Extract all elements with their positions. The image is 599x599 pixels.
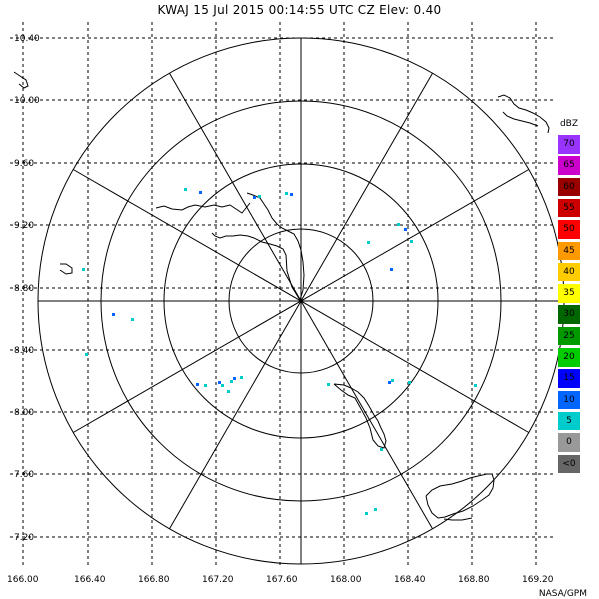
echo-14 [85, 353, 88, 356]
precipitation-echoes [82, 188, 477, 515]
echo-26 [408, 381, 411, 384]
azimuth-spokes [38, 38, 564, 564]
legend-swatch: 65 [558, 156, 580, 175]
echo-11 [82, 268, 85, 271]
lon-label: 168.80 [458, 575, 490, 585]
longitude-labels: 166.00 166.40 166.80 167.20 167.60 168.00 168.… [7, 575, 554, 585]
legend-swatch: 50 [558, 220, 580, 239]
northeast-atoll [497, 94, 550, 134]
lat-label: 9.60 [14, 159, 34, 169]
echo-4 [285, 192, 288, 195]
lon-label: 169.20 [522, 575, 554, 585]
legend-swatch: <0 [558, 454, 580, 473]
lon-label: 166.00 [7, 575, 39, 585]
legend-swatch: 25 [558, 326, 580, 346]
echo-10 [390, 268, 393, 271]
echo-7 [404, 228, 407, 231]
lon-label: 166.40 [74, 575, 106, 585]
lon-label: 167.20 [202, 575, 234, 585]
echo-13 [131, 318, 134, 321]
lat-label: 9.20 [14, 221, 34, 231]
northwest-island [13, 71, 29, 89]
echo-0 [184, 188, 187, 191]
legend-swatch: 20 [558, 348, 580, 367]
lon-label: 168.00 [330, 575, 362, 585]
azimuth-spoke-150 [169, 72, 433, 530]
echo-15 [196, 383, 199, 386]
echo-3 [258, 195, 261, 198]
legend-swatch: 35 [558, 284, 580, 303]
legend-swatch: 40 [558, 262, 580, 282]
echo-6 [397, 223, 400, 226]
latitude-labels: 10.40 10.00 9.60 9.20 8.80 8.40 8.00 7.60 7.20 [14, 34, 40, 543]
echo-24 [388, 381, 391, 384]
west-island [59, 263, 73, 275]
legend-swatch: 5 [558, 411, 580, 431]
echo-17 [218, 381, 221, 384]
legend-unit-label: dBZ [559, 119, 579, 129]
echo-21 [240, 376, 243, 379]
lon-label: 166.80 [138, 575, 170, 585]
lat-label: 8.00 [14, 408, 34, 418]
kwajalein-north [155, 202, 251, 214]
kwajalein-atoll [211, 192, 305, 301]
lat-label: 7.20 [14, 533, 34, 543]
echo-16 [204, 384, 207, 387]
lat-label: 10.00 [14, 96, 40, 106]
southeast-atoll [425, 473, 495, 521]
legend-swatch: 45 [558, 241, 580, 260]
echo-28 [380, 448, 383, 451]
lat-label: 7.60 [14, 470, 34, 480]
legend-swatch: 15 [558, 369, 580, 388]
lat-label: 8.40 [14, 346, 34, 356]
lon-label: 167.60 [266, 575, 298, 585]
echo-1 [199, 191, 202, 194]
southern-atoll-1 [333, 383, 387, 449]
legend-swatch: 55 [558, 198, 580, 218]
legend-swatch: 10 [558, 390, 580, 410]
legend-swatch: 60 [558, 177, 580, 197]
legend-swatch: 0 [558, 433, 580, 452]
coastlines [13, 71, 550, 521]
echo-2 [253, 196, 256, 199]
lon-label: 168.40 [394, 575, 426, 585]
lat-label: 10.40 [14, 34, 40, 44]
echo-23 [327, 383, 330, 386]
echo-29 [374, 508, 377, 511]
echo-5 [290, 193, 293, 196]
echo-19 [230, 380, 233, 383]
echo-18 [221, 384, 224, 387]
echo-30 [365, 512, 368, 515]
echo-8 [410, 240, 413, 243]
legend-swatch: 70 [558, 135, 580, 154]
echo-27 [474, 384, 477, 387]
echo-22 [227, 390, 230, 393]
legend-swatch: 30 [558, 305, 580, 324]
echo-25 [391, 379, 394, 382]
lat-label: 8.80 [14, 284, 34, 294]
radar-title: KWAJ 15 Jul 2015 00:14:55 UTC CZ Elev: 0… [157, 3, 442, 17]
echo-12 [112, 313, 115, 316]
echo-9 [367, 241, 370, 244]
credit-label: NASA/GPM [538, 589, 587, 599]
echo-20 [233, 377, 236, 380]
